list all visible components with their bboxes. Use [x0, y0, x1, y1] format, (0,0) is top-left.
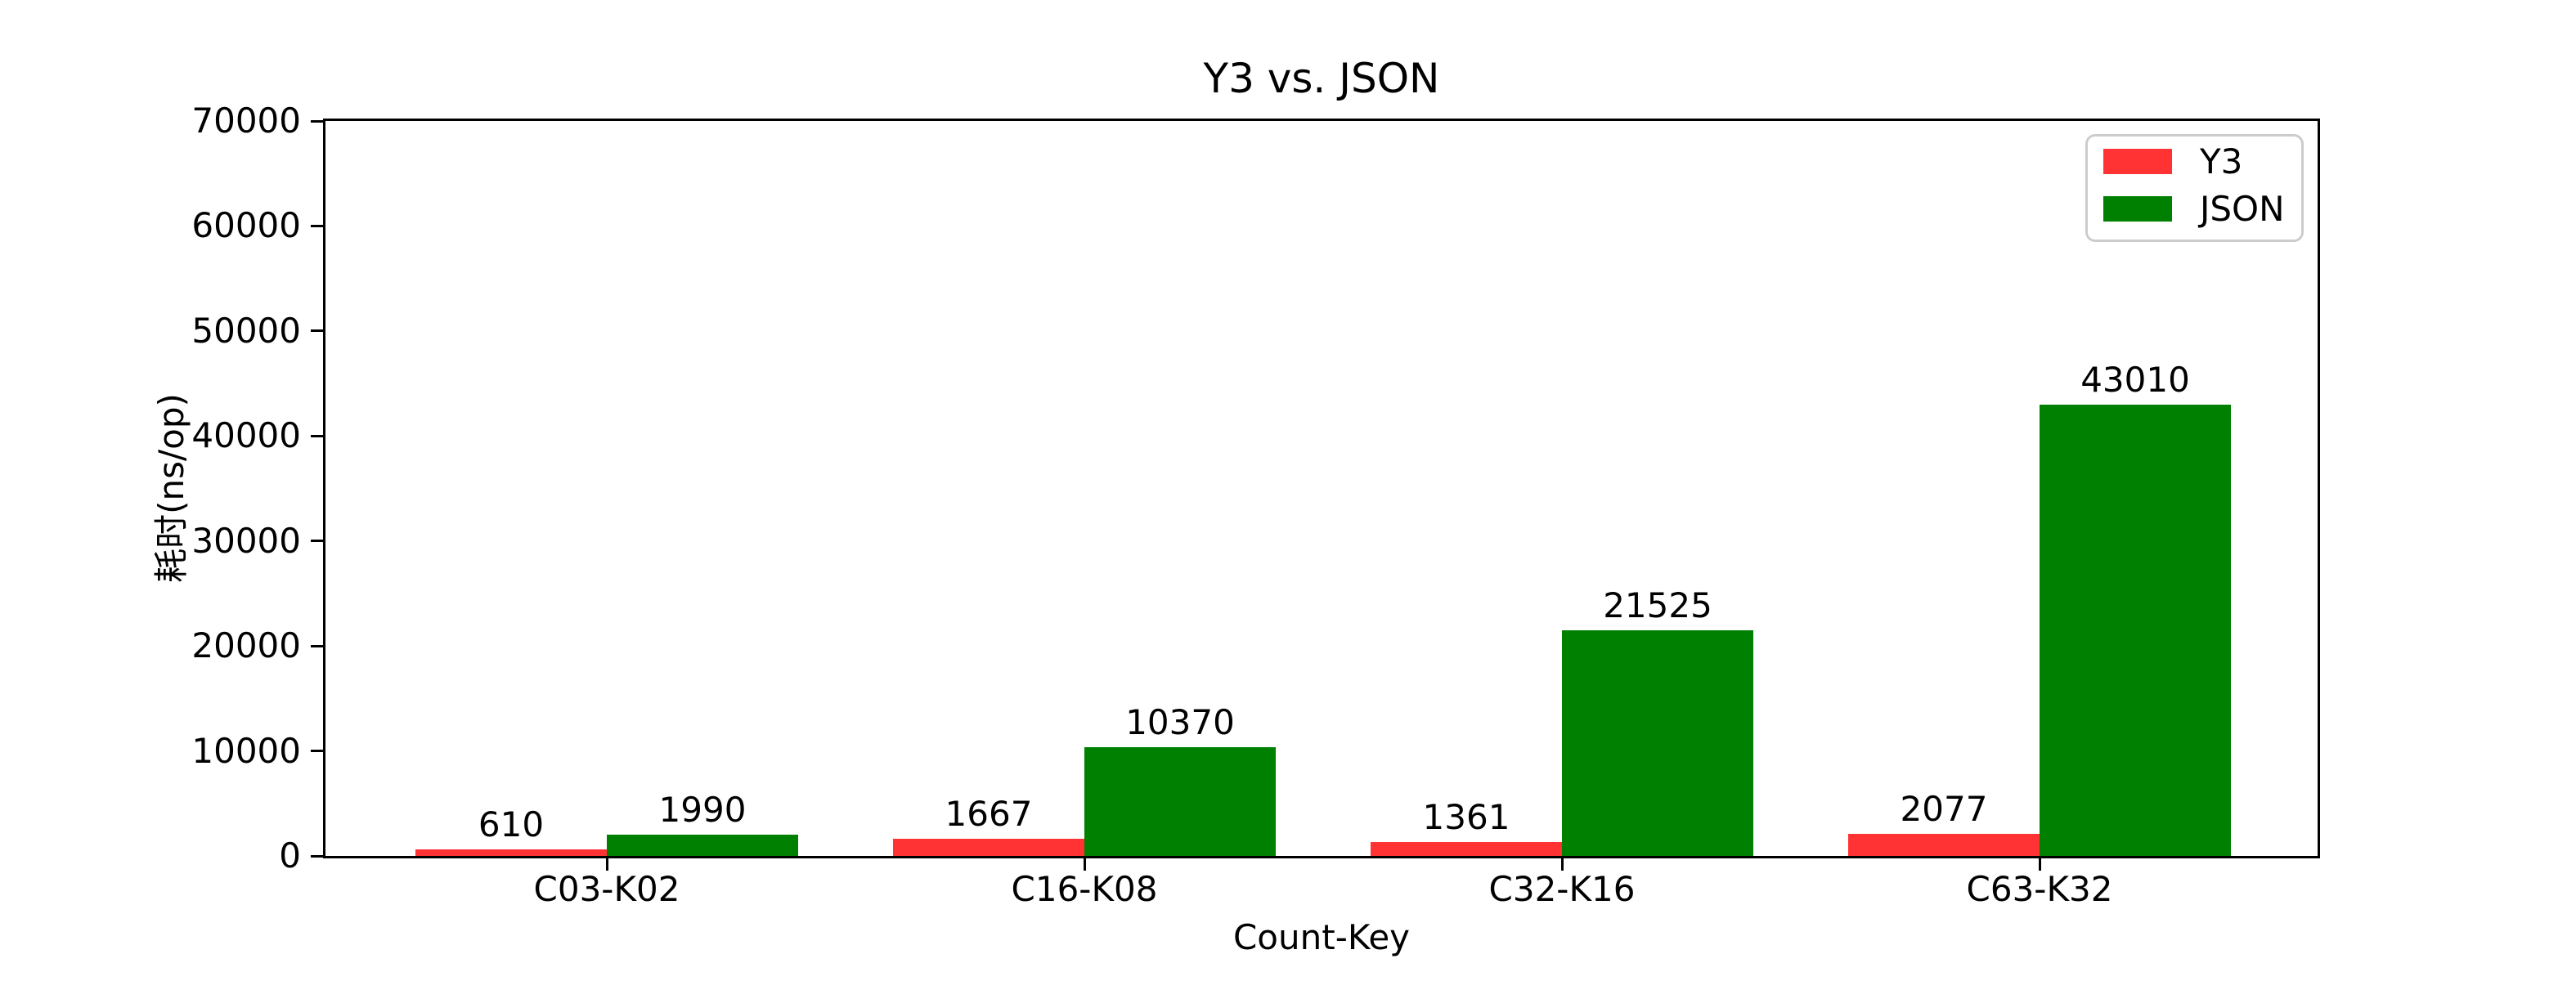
y-tick-label: 10000 [191, 730, 301, 771]
bar-y3-c03-k02 [415, 849, 607, 856]
bar-y3-c16-k08 [893, 838, 1084, 856]
x-tick-mark [605, 858, 608, 871]
y-axis-label: 耗时(ns/op) [151, 393, 191, 583]
x-tick-label-c32-k16: C32-K16 [1488, 869, 1636, 909]
y-tick-mark [311, 434, 323, 437]
legend-entry-y3: Y3 [2103, 144, 2296, 178]
y-tick-mark [311, 540, 323, 543]
legend-label-y3: Y3 [2200, 141, 2243, 181]
bar-value-label-y3-c63-k32: 2077 [1900, 789, 1988, 830]
x-axis-label: Count-Key [1232, 917, 1411, 957]
bar-y3-c63-k32 [1848, 834, 2040, 856]
bar-json-c32-k16 [1562, 629, 1753, 856]
y-tick-label: 30000 [191, 520, 301, 561]
y-tick-mark [311, 644, 323, 647]
plot-area [323, 119, 2320, 858]
y-tick-label: 50000 [191, 310, 301, 351]
x-tick-label-c03-k02: C03-K02 [533, 869, 680, 909]
bar-json-c16-k08 [1084, 746, 1276, 856]
legend: Y3 JSON [2085, 134, 2304, 242]
y-tick-label: 20000 [191, 625, 301, 666]
bar-value-label-json-c63-k32: 43010 [2080, 359, 2190, 400]
x-tick-label-c16-k08: C16-K08 [1011, 869, 1158, 909]
legend-entry-json: JSON [2103, 191, 2296, 226]
y-tick-label: 40000 [191, 415, 301, 456]
bar-json-c63-k32 [2040, 404, 2231, 856]
x-tick-label-c63-k32: C63-K32 [1966, 869, 2113, 909]
y-tick-mark [311, 329, 323, 333]
bar-value-label-y3-c03-k02: 610 [478, 804, 545, 845]
chart-title: Y3 vs. JSON [1203, 55, 1440, 102]
bars-container [325, 121, 2318, 856]
bar-value-label-y3-c32-k16: 1361 [1422, 796, 1510, 837]
legend-label-json: JSON [2200, 188, 2285, 229]
bar-y3-c32-k16 [1371, 841, 1562, 856]
bar-json-c03-k02 [607, 835, 798, 856]
x-tick-mark [1560, 858, 1564, 871]
legend-swatch-y3 [2103, 149, 2172, 174]
y-tick-mark [311, 750, 323, 753]
y-tick-label: 70000 [191, 101, 301, 141]
x-tick-mark [2038, 858, 2041, 871]
bar-value-label-json-c16-k08: 10370 [1125, 701, 1235, 742]
bar-value-label-json-c32-k16: 21525 [1603, 585, 1712, 625]
y-tick-mark [311, 854, 323, 858]
y-tick-label: 60000 [191, 205, 301, 246]
y-tick-mark [311, 224, 323, 227]
y-tick-mark [311, 119, 323, 123]
legend-swatch-json [2103, 196, 2172, 222]
bar-value-label-json-c03-k02: 1990 [658, 790, 747, 831]
bar-value-label-y3-c16-k08: 1667 [945, 793, 1033, 834]
y-tick-label: 0 [279, 835, 301, 876]
x-tick-mark [1083, 858, 1086, 871]
